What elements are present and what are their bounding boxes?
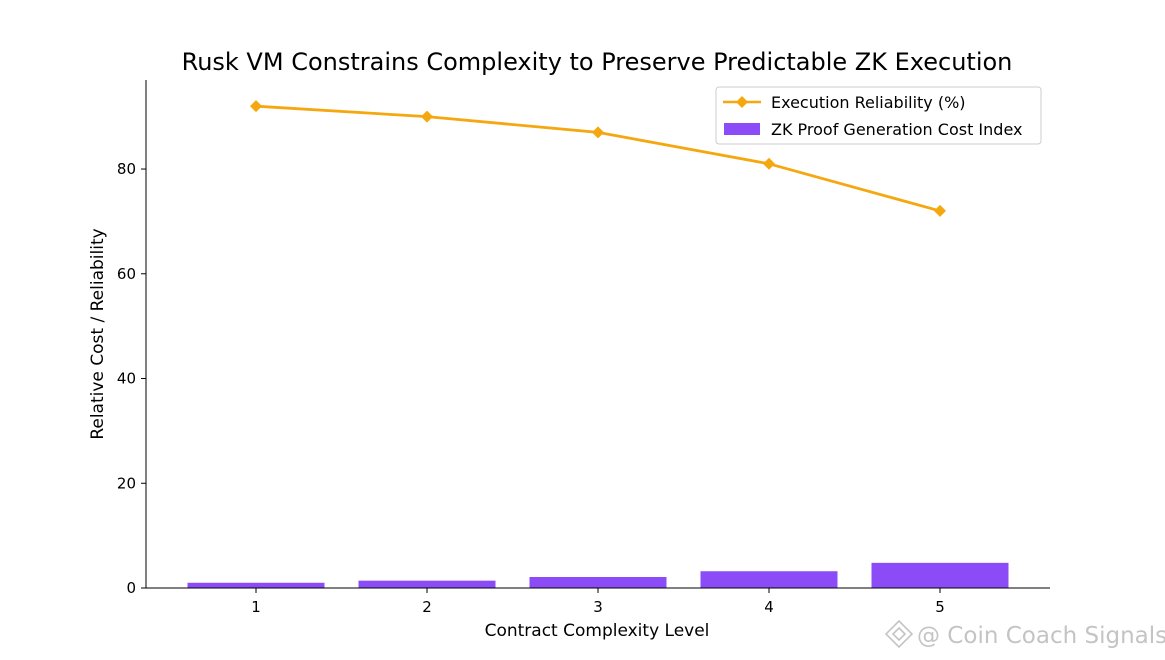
y-tick-label: 40 [117, 370, 136, 388]
bar-cost-3 [529, 577, 667, 588]
line-layer [250, 100, 946, 217]
bar-cost-5 [871, 562, 1009, 588]
bar-cost-2 [358, 580, 496, 588]
reliability-point-5 [934, 204, 946, 217]
x-tick-label: 1 [251, 598, 261, 616]
watermark: @ Coin Coach Signals [884, 619, 1165, 649]
reliability-point-3 [592, 126, 604, 139]
legend-diamond-marker [736, 96, 748, 108]
legend: Execution Reliability (%) ZK Proof Gener… [715, 86, 1042, 145]
watermark-text: @ Coin Coach Signals [917, 623, 1165, 649]
x-tick-label: 3 [593, 598, 603, 616]
y-tick-label: 80 [117, 160, 136, 178]
legend-label-reliability: Execution Reliability (%) [771, 93, 966, 112]
x-tick-label: 5 [935, 598, 945, 616]
y-tick-label: 20 [117, 474, 136, 492]
bar-cost-4 [700, 571, 838, 588]
reliability-point-1 [250, 100, 262, 113]
y-tick-label: 60 [117, 265, 136, 283]
x-ticks: 1 2 3 4 5 [251, 588, 945, 616]
x-tick-label: 4 [764, 598, 774, 616]
y-axis-label: Relative Cost / Reliability [88, 228, 108, 439]
bar-cost-1 [187, 582, 325, 588]
chart-title: Rusk VM Constrains Complexity to Preserv… [182, 48, 1013, 76]
y-ticks: 0 20 40 60 80 [117, 160, 146, 597]
reliability-point-2 [421, 110, 433, 123]
bars-layer [187, 562, 1009, 588]
legend-box [715, 86, 1042, 145]
x-tick-label: 2 [422, 598, 432, 616]
legend-bar-swatch [724, 123, 760, 135]
binance-diamond-icon [884, 619, 914, 649]
reliability-point-4 [763, 157, 775, 170]
legend-label-cost: ZK Proof Generation Cost Index [771, 120, 1022, 139]
y-tick-label: 0 [126, 579, 136, 597]
x-axis-label: Contract Complexity Level [485, 621, 710, 641]
